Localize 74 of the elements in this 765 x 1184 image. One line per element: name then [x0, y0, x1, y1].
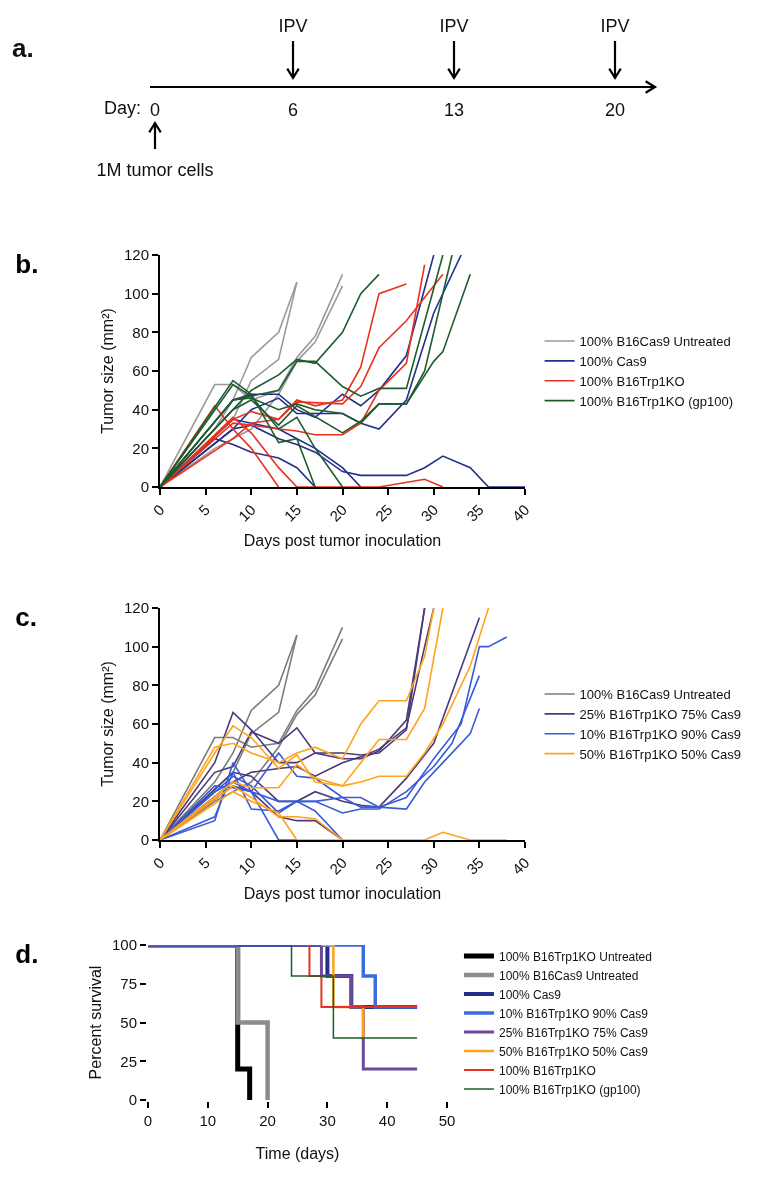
y-tick-label: 60	[132, 362, 149, 380]
y-tick-label: 25	[120, 1052, 137, 1070]
legend-label: 100% B16Trp1KO	[498, 1063, 596, 1078]
chart-title: b.	[15, 249, 39, 280]
y-tick-label: 60	[132, 715, 149, 733]
category-label: 13	[443, 99, 465, 120]
legend-label: 100% B16Cas9 Untreated	[579, 687, 731, 703]
y-axis-title: Tumor size (mm²)	[99, 308, 117, 434]
category-label: 20	[604, 99, 626, 120]
y-tick-label: 80	[132, 323, 149, 341]
legend-label: 100% Cas9	[498, 987, 562, 1002]
legend-label: 25% B16Trp1KO 75% Cas9	[579, 706, 741, 722]
x-tick-label: 15	[280, 500, 305, 525]
x-tick-label: 20	[326, 500, 350, 525]
y-tick-label: 50	[120, 1013, 137, 1031]
y-tick-label: 40	[132, 753, 149, 771]
x-tick-label: 40	[378, 1112, 396, 1129]
y-tick-label: 120	[123, 599, 149, 617]
text: Day:	[103, 97, 141, 118]
y-tick-label: 100	[123, 284, 149, 302]
x-tick-label: 30	[417, 500, 442, 525]
legend-label: 100% Cas9	[579, 353, 647, 369]
y-tick-label: 40	[132, 400, 149, 418]
y-axis-title: Tumor size (mm²)	[99, 661, 117, 787]
x-tick-label: 5	[195, 500, 214, 519]
legend-label: 10% B16Trp1KO 90% Cas9	[498, 1006, 649, 1021]
x-tick-label: 35	[462, 500, 487, 525]
y-tick-label: 75	[120, 975, 137, 992]
x-tick-label: 50	[438, 1112, 456, 1129]
x-axis-title: Days post tumor inoculation	[243, 532, 442, 549]
x-axis-title: Time (days)	[255, 1145, 340, 1162]
x-tick-label: 15	[280, 853, 305, 878]
y-tick-label: 20	[132, 792, 149, 810]
y-tick-label: 120	[123, 246, 149, 264]
x-tick-label: 10	[234, 500, 259, 525]
x-tick-label: 10	[234, 853, 259, 878]
x-axis-title: Days post tumor inoculation	[243, 885, 442, 902]
y-tick-label: 0	[140, 831, 149, 849]
legend-label: 25% B16Trp1KO 75% Cas9	[498, 1025, 649, 1040]
y-tick-label: 20	[132, 439, 149, 457]
x-tick-label: 30	[319, 1112, 336, 1129]
x-tick-label: 35	[462, 853, 487, 878]
legend-label: 10% B16Trp1KO 90% Cas9	[579, 726, 741, 742]
y-tick-label: 100	[123, 637, 149, 655]
chart-title: c.	[15, 602, 37, 633]
legend-label: 100% B16Cas9 Untreated	[498, 968, 639, 983]
text: IPV	[600, 15, 630, 36]
x-tick-label: 10	[199, 1112, 217, 1129]
y-tick-label: 0	[140, 478, 149, 496]
x-tick-label: 30	[417, 853, 442, 878]
y-tick-label: 0	[128, 1091, 137, 1109]
x-tick-label: 25	[371, 500, 396, 525]
category-label: 6	[287, 99, 299, 120]
text: a.	[12, 32, 34, 63]
y-axis-title: Percent survival	[87, 965, 105, 1080]
legend-label: 50% B16Trp1KO 50% Cas9	[579, 746, 741, 762]
text: 1M tumor cells	[96, 159, 214, 180]
x-tick-label: 40	[508, 853, 533, 878]
legend-label: 100% B16Trp1KO	[579, 373, 685, 389]
legend-label: 100% B16Trp1KO (gp100)	[498, 1082, 641, 1097]
legend-label: 100% B16Trp1KO Untreated	[498, 949, 652, 964]
x-tick-label: 20	[259, 1112, 276, 1129]
chart-title: d.	[15, 939, 39, 970]
legend-label: 100% B16Cas9 Untreated	[579, 334, 731, 350]
x-tick-label: 40	[508, 500, 533, 525]
legend-label: 100% B16Trp1KO (gp100)	[579, 393, 734, 409]
text: IPV	[439, 15, 469, 36]
x-tick-label: 25	[371, 853, 396, 878]
legend-label: 50% B16Trp1KO 50% Cas9	[498, 1044, 649, 1059]
x-tick-label: 5	[195, 853, 214, 872]
y-tick-label: 80	[132, 676, 149, 694]
text: IPV	[278, 15, 308, 36]
y-tick-label: 100	[111, 936, 137, 954]
x-tick-label: 20	[326, 853, 350, 878]
